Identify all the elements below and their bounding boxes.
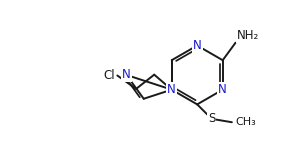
Text: N: N (193, 39, 201, 52)
Text: Cl: Cl (104, 69, 115, 82)
Text: N: N (122, 69, 131, 81)
Text: S: S (208, 112, 215, 125)
Text: NH₂: NH₂ (237, 29, 259, 42)
Text: N: N (218, 83, 227, 96)
Text: CH₃: CH₃ (235, 117, 256, 127)
Text: N: N (167, 83, 176, 96)
